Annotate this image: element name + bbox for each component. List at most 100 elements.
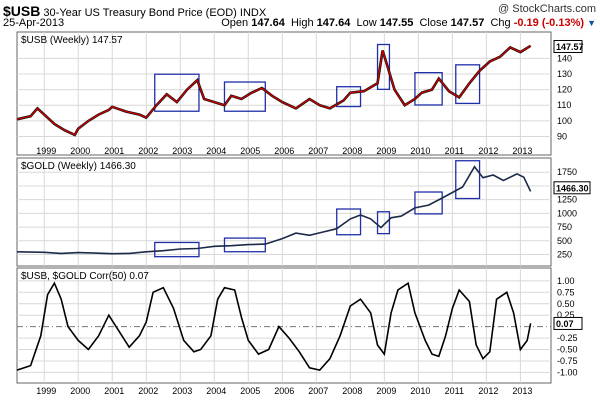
y-tick-label: -1.00 — [557, 367, 578, 377]
y-tick-label: 1.00 — [557, 276, 575, 286]
symbol-label: $USB — [3, 3, 41, 19]
y-tick-label: 140 — [557, 53, 572, 63]
open-value: 147.64 — [251, 17, 285, 29]
x-tick-label-bottom: 2001 — [104, 386, 124, 396]
last-value-box — [553, 39, 583, 53]
y-tick-label: 120 — [557, 85, 572, 95]
correlation-line — [16, 281, 532, 371]
panel-title: $USB (Weekly) 147.57 — [21, 35, 123, 46]
y-tick-label: 1750 — [557, 167, 577, 177]
series-lines — [16, 44, 532, 371]
x-tick-label-top: 2000 — [70, 146, 90, 156]
close-value: 147.57 — [450, 17, 485, 29]
usb-highlight-box — [154, 73, 200, 112]
usb-highlight-box — [223, 81, 266, 112]
gold-highlight-box — [223, 237, 266, 253]
y-tick-label: 0.50 — [557, 299, 575, 309]
y-tick-label: 500 — [557, 236, 572, 246]
copyright-label[interactable]: @ StockCharts.com — [498, 3, 596, 15]
x-tick-label-top: 2010 — [410, 146, 430, 156]
y-tick-label: 750 — [557, 222, 572, 232]
last-value-label: 147.57 — [556, 42, 584, 52]
highlight-boxes — [154, 43, 481, 258]
down-triangle-icon: ▼ — [587, 18, 596, 28]
open-label: Open — [221, 17, 249, 29]
usb-highlight-box — [336, 86, 362, 108]
x-tick-label-top: 2012 — [478, 146, 498, 156]
x-tick-label-bottom: 2011 — [445, 386, 464, 396]
x-tick-label-top: 2005 — [240, 146, 260, 156]
x-tick-label-bottom: 2013 — [512, 386, 532, 396]
y-tick-label: 0.25 — [557, 310, 575, 320]
y-tick-label: 250 — [557, 250, 572, 260]
gold-highlight-box — [336, 208, 362, 236]
close-label: Close — [419, 17, 448, 29]
x-tick-label-top: 2001 — [104, 146, 124, 156]
x-tick-label-top: 2002 — [138, 146, 158, 156]
last-value-box — [553, 181, 591, 195]
x-tick-label-bottom: 2012 — [478, 386, 498, 396]
y-tick-label: 1000 — [557, 208, 577, 218]
usb-highlight-box — [455, 64, 481, 105]
low-label: Low — [356, 17, 377, 29]
gold-highlight-box — [414, 191, 443, 215]
panel-title: $GOLD (Weekly) 1466.30 — [21, 161, 136, 172]
x-tick-label-bottom: 2010 — [410, 386, 430, 396]
y-tick-label: -0.75 — [557, 356, 578, 366]
last-value-label: 1466.30 — [556, 183, 589, 193]
panels — [16, 31, 552, 384]
exchange-label: INDX — [239, 7, 267, 19]
usb-highlight-box — [376, 43, 391, 90]
x-tick-label-bottom: 2009 — [376, 386, 396, 396]
gold-highlight-box — [376, 211, 391, 235]
x-tick-label-bottom: 2000 — [70, 386, 90, 396]
x-tick-label-top: 2007 — [308, 146, 328, 156]
x-tick-label-bottom: 2007 — [308, 386, 328, 396]
x-tick-label-bottom: 2005 — [240, 386, 260, 396]
x-tick-label-top: 2004 — [206, 146, 226, 156]
y-tick-label: 1250 — [557, 195, 577, 205]
gridlines — [17, 32, 551, 383]
gold-highlight-box — [455, 160, 481, 200]
gold-price-line — [16, 165, 532, 255]
x-tick-label-top: 2009 — [376, 146, 396, 156]
x-tick-label-top: 1999 — [36, 146, 56, 156]
panel-frame — [16, 157, 552, 267]
x-tick-label-bottom: 1999 — [36, 386, 56, 396]
usb-highlight-box — [414, 71, 443, 106]
panel-frame — [16, 31, 552, 156]
gold-highlight-box — [154, 241, 200, 258]
description-label: 30-Year US Treasury Bond Price (EOD) — [43, 7, 237, 19]
y-tick-label: 0.75 — [557, 287, 575, 297]
last-value-box — [553, 316, 583, 330]
x-tick-label-bottom: 2006 — [274, 386, 294, 396]
x-tick-label-top: 2003 — [172, 146, 192, 156]
usb-price-line — [16, 45, 531, 136]
y-tick-label: 130 — [557, 69, 572, 79]
y-tick-label: -0.25 — [557, 333, 578, 343]
high-label: High — [290, 17, 314, 29]
y-tick-label: -0.50 — [557, 345, 578, 355]
x-tick-label-bottom: 2008 — [342, 386, 362, 396]
x-tick-label-top: 2013 — [512, 146, 532, 156]
x-tick-label-bottom: 2003 — [172, 386, 192, 396]
date-label: 25-Apr-2013 — [3, 17, 65, 29]
x-tick-label-top: 2008 — [342, 146, 362, 156]
x-tick-label-top: 2011 — [445, 146, 464, 156]
x-tick-label-bottom: 2002 — [138, 386, 158, 396]
y-tick-label: 100 — [557, 116, 572, 126]
panel-title: $USB, $GOLD Corr(50) 0.07 — [21, 271, 149, 282]
x-tick-label-top: 2006 — [274, 146, 294, 156]
axis-labels: 1999 1999 2000 2000 2001 2001 2002 2002 2003 2003… — [21, 35, 591, 396]
y-tick-label: 110 — [557, 100, 571, 110]
usb-price-line-shadow — [16, 44, 532, 137]
chg-value: -0.19 (-0.13%) — [513, 17, 585, 29]
ohlc-row: Open 147.64 High 147.64 Low 147.55 Close… — [221, 17, 596, 29]
chart-header-title: $USB 30-Year US Treasury Bond Price (EOD… — [3, 3, 266, 19]
x-tick-label-bottom: 2004 — [206, 386, 226, 396]
y-tick-label: 90 — [557, 131, 567, 141]
panel-frame — [16, 267, 552, 384]
high-value: 147.64 — [316, 17, 351, 29]
